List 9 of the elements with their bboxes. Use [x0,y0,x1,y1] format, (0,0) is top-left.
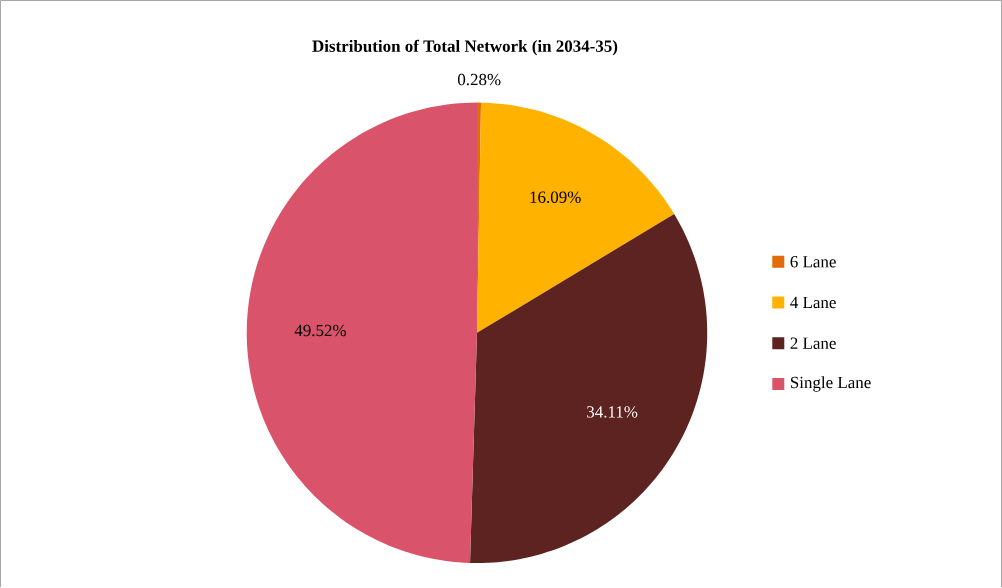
legend-label: Single Lane [790,376,871,392]
data-label: 16.09% [530,191,581,204]
data-label: 0.28% [457,74,501,86]
legend-label: 4 Lane [790,297,836,309]
chart-title: Distribution of Total Network (in 2034-35) [312,39,618,56]
data-label: 34.11% [587,406,638,418]
legend-label: 6 Lane [790,256,836,268]
data-label: 49.52% [294,324,346,337]
legend-label: 2 Lane [790,337,836,350]
